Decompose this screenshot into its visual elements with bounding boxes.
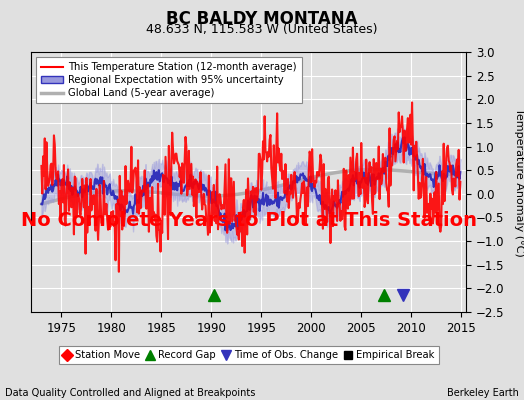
Text: BC BALDY MONTANA: BC BALDY MONTANA: [166, 10, 358, 28]
Text: Berkeley Earth: Berkeley Earth: [447, 388, 519, 398]
Text: Data Quality Controlled and Aligned at Breakpoints: Data Quality Controlled and Aligned at B…: [5, 388, 256, 398]
Y-axis label: Temperature Anomaly (°C): Temperature Anomaly (°C): [514, 108, 524, 256]
Text: No Complete Years to Plot at This Station: No Complete Years to Plot at This Statio…: [21, 212, 477, 230]
Text: 48.633 N, 115.583 W (United States): 48.633 N, 115.583 W (United States): [146, 23, 378, 36]
Legend: Station Move, Record Gap, Time of Obs. Change, Empirical Break: Station Move, Record Gap, Time of Obs. C…: [59, 346, 439, 364]
